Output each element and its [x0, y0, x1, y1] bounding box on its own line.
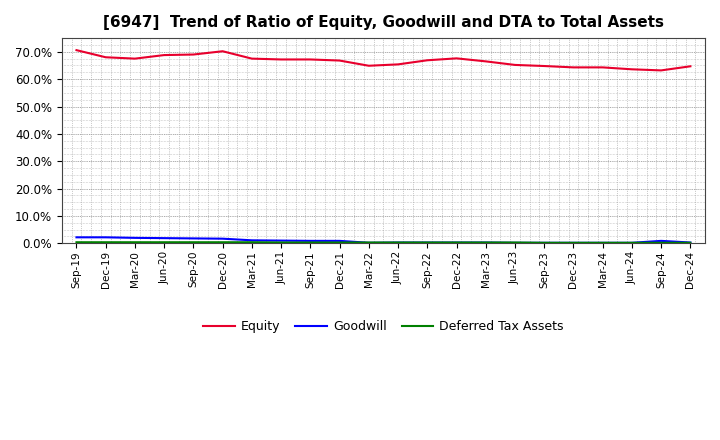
- Goodwill: [72, 235, 81, 240]
- Goodwill: [189, 236, 198, 241]
- Equity: [394, 62, 402, 67]
- Goodwill: [306, 238, 315, 243]
- Deferred Tax Assets: [657, 240, 665, 246]
- Goodwill: [423, 240, 431, 245]
- Equity: [540, 63, 549, 69]
- Deferred Tax Assets: [364, 240, 373, 245]
- Deferred Tax Assets: [598, 240, 607, 246]
- Equity: [686, 64, 695, 69]
- Equity: [628, 67, 636, 72]
- Goodwill: [276, 238, 285, 243]
- Equity: [598, 65, 607, 70]
- Deferred Tax Assets: [276, 240, 285, 245]
- Goodwill: [102, 235, 110, 240]
- Equity: [452, 56, 461, 61]
- Equity: [482, 59, 490, 64]
- Equity: [160, 52, 168, 58]
- Deferred Tax Assets: [336, 240, 344, 245]
- Title: [6947]  Trend of Ratio of Equity, Goodwill and DTA to Total Assets: [6947] Trend of Ratio of Equity, Goodwil…: [103, 15, 664, 30]
- Goodwill: [686, 240, 695, 245]
- Deferred Tax Assets: [248, 240, 256, 245]
- Equity: [276, 57, 285, 62]
- Deferred Tax Assets: [569, 240, 577, 246]
- Deferred Tax Assets: [102, 240, 110, 245]
- Goodwill: [248, 238, 256, 243]
- Equity: [306, 57, 315, 62]
- Equity: [102, 55, 110, 60]
- Deferred Tax Assets: [628, 240, 636, 246]
- Deferred Tax Assets: [189, 240, 198, 245]
- Deferred Tax Assets: [423, 240, 431, 245]
- Line: Deferred Tax Assets: Deferred Tax Assets: [76, 242, 690, 243]
- Deferred Tax Assets: [160, 240, 168, 245]
- Equity: [248, 56, 256, 61]
- Equity: [364, 63, 373, 68]
- Equity: [218, 48, 227, 54]
- Goodwill: [130, 235, 139, 241]
- Deferred Tax Assets: [540, 240, 549, 246]
- Goodwill: [598, 240, 607, 246]
- Goodwill: [394, 240, 402, 245]
- Goodwill: [218, 236, 227, 241]
- Equity: [130, 56, 139, 61]
- Goodwill: [452, 240, 461, 245]
- Goodwill: [482, 240, 490, 245]
- Line: Goodwill: Goodwill: [76, 237, 690, 243]
- Goodwill: [569, 240, 577, 246]
- Equity: [510, 62, 519, 68]
- Equity: [569, 65, 577, 70]
- Goodwill: [160, 235, 168, 241]
- Equity: [189, 52, 198, 57]
- Deferred Tax Assets: [306, 240, 315, 245]
- Goodwill: [364, 240, 373, 246]
- Goodwill: [510, 240, 519, 246]
- Deferred Tax Assets: [686, 240, 695, 246]
- Deferred Tax Assets: [452, 240, 461, 245]
- Deferred Tax Assets: [130, 240, 139, 245]
- Legend: Equity, Goodwill, Deferred Tax Assets: Equity, Goodwill, Deferred Tax Assets: [198, 315, 569, 338]
- Goodwill: [628, 240, 636, 246]
- Goodwill: [336, 238, 344, 243]
- Deferred Tax Assets: [510, 240, 519, 245]
- Goodwill: [657, 238, 665, 243]
- Equity: [657, 68, 665, 73]
- Deferred Tax Assets: [394, 240, 402, 245]
- Line: Equity: Equity: [76, 50, 690, 70]
- Equity: [72, 48, 81, 53]
- Equity: [423, 58, 431, 63]
- Goodwill: [540, 240, 549, 246]
- Deferred Tax Assets: [482, 240, 490, 245]
- Deferred Tax Assets: [218, 240, 227, 245]
- Equity: [336, 58, 344, 63]
- Deferred Tax Assets: [72, 240, 81, 245]
